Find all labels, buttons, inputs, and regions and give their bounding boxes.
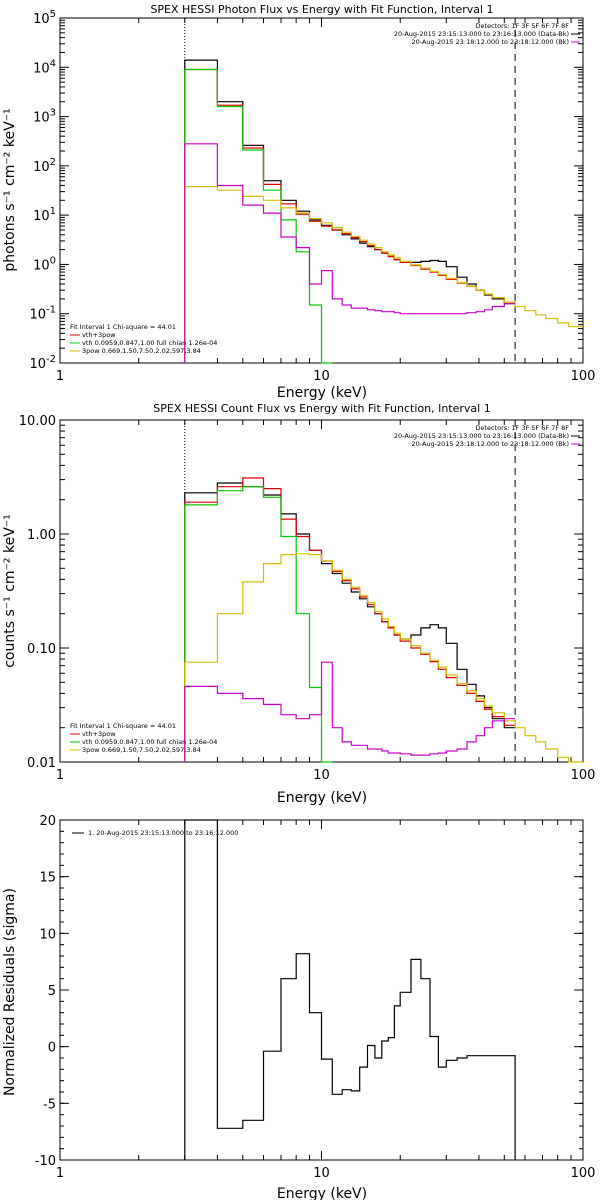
y-tick-base: 10 [33, 12, 50, 27]
count-series-1 [184, 477, 516, 762]
residuals-y-tick-label: -5 [43, 1097, 56, 1112]
count-legend-bottom-3: 3pow 0.669,1.50,7.50,2.02,597,3.84 [82, 746, 201, 754]
count-legend-top-2: 20-Aug-2015 23:18:12.000 to 23:18:12.000… [412, 440, 569, 448]
count-y-tick-label: 10.00 [19, 414, 56, 429]
count-legend-bottom-1: vth+3pow [82, 730, 116, 738]
residuals-y-tick-label: 10 [39, 927, 56, 942]
photon-y-tick-label: 100 [33, 255, 56, 273]
photon-title: SPEX HESSI Photon Flux vs Energy with Fi… [150, 3, 493, 16]
count-legend-top-1: 20-Aug-2015 23:15:13.000 to 23:16:13.000… [394, 432, 569, 440]
residuals-x-tick-label: 100 [571, 1166, 596, 1181]
y-tick-base: 10 [33, 111, 50, 126]
y-tick-exponent: -1 [46, 305, 56, 316]
y-tick-base: 10 [33, 61, 50, 76]
count-series-2 [184, 486, 333, 763]
count-series-4 [184, 661, 516, 762]
photon-x-tick-label: 1 [56, 369, 64, 384]
count-title: SPEX HESSI Count Flux vs Energy with Fit… [153, 402, 490, 415]
residuals-xlabel: Energy (keV) [277, 1186, 367, 1200]
photon-legend-top-2: 20-Aug-2015 23:18:12.000 to 23:18:12.000… [412, 38, 569, 46]
y-tick-exponent: 4 [50, 58, 56, 69]
y-tick-exponent: -2 [46, 354, 56, 365]
photon-y-tick-label: 105 [33, 9, 56, 27]
photon-y-tick-label: 102 [33, 157, 56, 175]
count-x-tick-label: 100 [571, 768, 596, 783]
photon-y-tick-label: 104 [33, 58, 56, 76]
residuals-series-0 [184, 819, 516, 1160]
count-x-tick-label: 10 [313, 768, 330, 783]
photon-ylabel: photons s⁻¹ cm⁻² keV⁻¹ [2, 108, 18, 271]
count-series-3 [184, 553, 583, 763]
y-tick-exponent: 2 [50, 157, 56, 168]
residuals-y-tick-label: 15 [39, 871, 56, 886]
count-legend-top-0: Detectors: 1F 3F 5F 6F 7F 8F [475, 424, 569, 432]
y-tick-exponent: 0 [50, 255, 56, 266]
residuals-plot-frame [59, 819, 584, 1161]
photon-legend-bottom-0: Fit Interval 1 Chi-square = 44.01 [70, 323, 176, 331]
photon-series-2 [184, 68, 333, 364]
photon-legend-bottom-3: 3pow 0.669,1.50,7.50,2.02,597,3.84 [82, 347, 201, 355]
y-tick-base: 10 [33, 209, 50, 224]
residuals-legend-top-left: 1. 20-Aug-2015 23:15:13.000 to 23:16:12.… [88, 829, 238, 837]
photon-series-3 [184, 186, 583, 363]
residuals-x-tick-label: 1 [56, 1166, 64, 1181]
count-legend-bottom-0: Fit Interval 1 Chi-square = 44.01 [70, 722, 176, 730]
residuals-y-tick-label: -10 [35, 1154, 56, 1169]
count-ylabel: counts s⁻¹ cm⁻² keV⁻¹ [2, 514, 18, 668]
y-tick-base: 10 [33, 258, 50, 273]
photon-y-tick-label: 10-2 [29, 354, 56, 372]
count-series-0 [184, 482, 516, 762]
photon-y-tick-label: 10-1 [29, 305, 56, 323]
photon-legend-bottom-2: vth 0.0959,0.847,1.00 full chian 1.26e-0… [82, 339, 217, 347]
residuals-ylabel: Normalized Residuals (sigma) [2, 888, 18, 1096]
y-tick-base: 10 [29, 308, 46, 323]
photon-y-tick-label: 103 [33, 108, 56, 126]
y-tick-exponent: 3 [50, 108, 56, 119]
y-tick-base: 10 [29, 357, 46, 372]
photon-y-tick-label: 101 [33, 206, 56, 224]
residuals-y-tick-label: 5 [48, 984, 56, 999]
photon-flux-panel: SPEX HESSI Photon Flux vs Energy with Fi… [2, 3, 595, 401]
photon-xlabel: Energy (keV) [277, 385, 367, 401]
photon-legend-top-1: 20-Aug-2015 23:15:13.000 to 23:16:13.000… [394, 30, 569, 38]
y-tick-exponent: 1 [50, 206, 56, 217]
count-legend-bottom-2: vth 0.0959,0.847,1.00 full chian 1.26e-0… [82, 738, 217, 746]
residuals-panel: Energy (keV) Normalized Residuals (sigma… [2, 814, 595, 1200]
y-tick-exponent: 5 [50, 9, 56, 20]
count-flux-panel: SPEX HESSI Count Flux vs Energy with Fit… [2, 402, 595, 806]
count-x-tick-label: 1 [56, 768, 64, 783]
residuals-x-tick-label: 10 [313, 1166, 330, 1181]
residuals-y-tick-label: 20 [39, 814, 56, 829]
residuals-y-tick-label: 0 [48, 1041, 56, 1056]
photon-legend-bottom-1: vth+3pow [82, 331, 116, 339]
count-y-tick-label: 0.10 [27, 642, 56, 657]
y-tick-base: 10 [33, 160, 50, 175]
count-xlabel: Energy (keV) [277, 790, 367, 806]
count-y-tick-label: 0.01 [27, 756, 56, 771]
photon-series-4 [184, 143, 516, 363]
photon-x-tick-label: 100 [571, 369, 596, 384]
photon-x-tick-label: 10 [313, 369, 330, 384]
photon-legend-top-0: Detectors: 1F 3F 5F 6F 7F 8F [475, 22, 569, 30]
count-y-tick-label: 1.00 [27, 528, 56, 543]
photon-series-1 [184, 68, 516, 363]
